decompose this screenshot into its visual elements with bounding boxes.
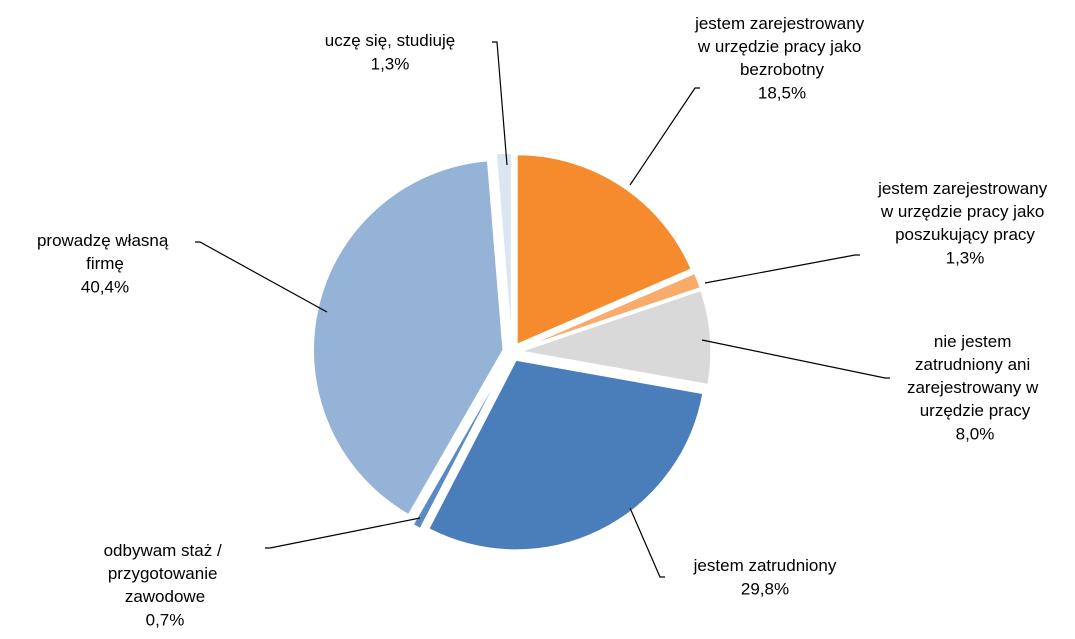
category-label: odbywam staż / przygotowanie zawodowe [104, 541, 227, 606]
leader-line [629, 87, 700, 186]
leader-line [492, 41, 508, 166]
pie-slice [412, 359, 509, 530]
category-label: nie jestem zatrudniony ani zarejestrowan… [907, 332, 1043, 420]
category-label: jestem zarejestrowany w urzędzie pracy j… [877, 179, 1052, 244]
leader-line [629, 507, 665, 578]
pie-slice [312, 159, 504, 516]
pie-slice [516, 153, 693, 346]
category-label: uczę się, studiuję [325, 31, 455, 50]
category-label: jestem zarejestrowany w urzędzie pracy j… [694, 14, 869, 79]
value-label: 29,8% [741, 579, 789, 598]
pie-slice [427, 359, 704, 551]
leader-line [704, 254, 860, 284]
value-label: 18,5% [758, 83, 806, 102]
leader-line [195, 241, 328, 313]
category-label: prowadzę własną firmę [37, 231, 173, 273]
value-label: 40,4% [81, 277, 129, 296]
leader-line [265, 517, 421, 549]
value-label: 0,7% [146, 610, 185, 629]
value-label: 8,0% [956, 424, 995, 443]
value-label: 1,3% [371, 54, 410, 73]
category-label: jestem zatrudniony [693, 556, 837, 575]
pie-slice [520, 272, 702, 350]
leader-line [701, 339, 890, 379]
pie-slice [520, 289, 712, 386]
value-label: 1,3% [946, 248, 985, 267]
pie-slice [495, 152, 513, 344]
